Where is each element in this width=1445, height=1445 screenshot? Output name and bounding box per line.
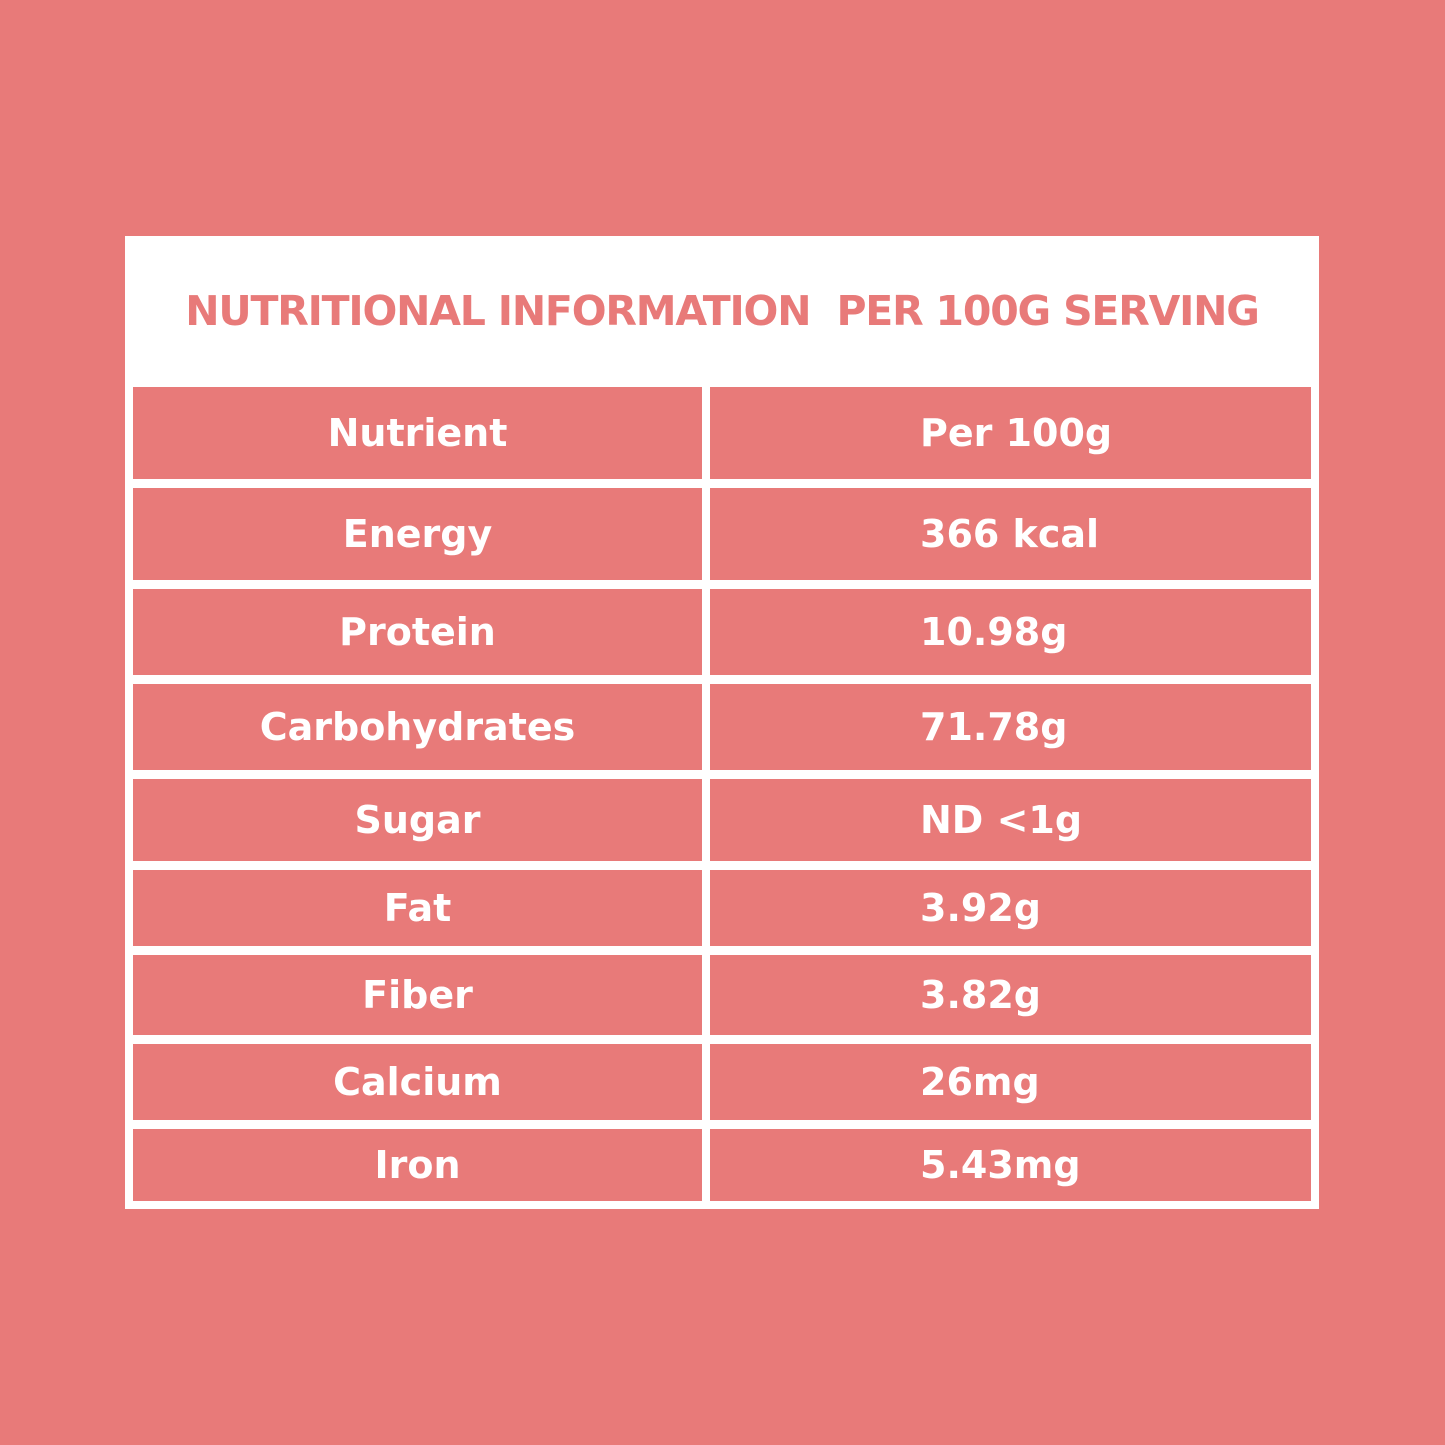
nutrition-card: NUTRITIONAL INFORMATION PER 100G SERVING…: [125, 236, 1319, 1209]
row-value-cell: 5.43mg: [710, 1129, 1311, 1201]
nutrition-title: NUTRITIONAL INFORMATION PER 100G SERVING: [185, 287, 1260, 335]
row-nutrient-cell: Sugar: [133, 779, 702, 861]
row-value-cell: 3.92g: [710, 870, 1311, 946]
row-nutrient-cell: Protein: [133, 589, 702, 675]
row-nutrient-cell: Iron: [133, 1129, 702, 1201]
header-value-cell: Per 100g: [710, 387, 1311, 479]
row-value-cell: 3.82g: [710, 955, 1311, 1035]
row-value-cell: 366 kcal: [710, 488, 1311, 580]
row-nutrient-cell: Energy: [133, 488, 702, 580]
row-nutrient-cell: Calcium: [133, 1044, 702, 1120]
row-nutrient-cell: Fiber: [133, 955, 702, 1035]
row-nutrient-cell: Fat: [133, 870, 702, 946]
nutrition-table: Nutrient Per 100g Energy 366 kcal Protei…: [125, 236, 1319, 1209]
header-nutrient-cell: Nutrient: [133, 387, 702, 479]
row-nutrient-cell: Carbohydrates: [133, 684, 702, 770]
row-value-cell: 71.78g: [710, 684, 1311, 770]
row-value-cell: 26mg: [710, 1044, 1311, 1120]
row-value-cell: 10.98g: [710, 589, 1311, 675]
row-value-cell: ND <1g: [710, 779, 1311, 861]
